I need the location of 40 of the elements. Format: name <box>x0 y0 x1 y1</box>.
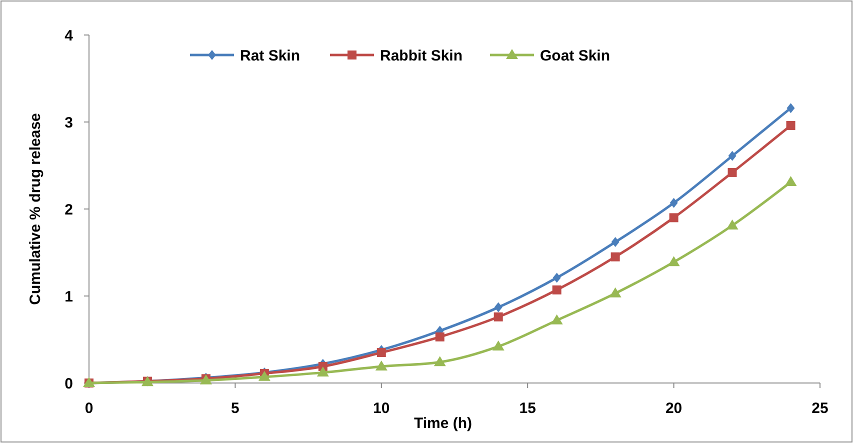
point <box>258 370 270 381</box>
x-tick-label: 25 <box>812 400 828 417</box>
point <box>316 366 329 377</box>
point <box>726 220 738 230</box>
point <box>728 150 736 161</box>
point <box>610 252 620 262</box>
point <box>786 120 796 130</box>
x-tick-label: 10 <box>373 400 390 417</box>
point <box>434 356 446 366</box>
x-tick-label: 0 <box>84 400 94 417</box>
legend-label: Rabbit Skin <box>380 47 463 64</box>
x-tick-label: 15 <box>519 400 536 417</box>
legend-label: Rat Skin <box>240 47 300 64</box>
point <box>609 287 622 298</box>
point <box>376 348 386 358</box>
x-tick-label: 5 <box>231 400 240 417</box>
point <box>552 285 562 294</box>
x-tick-label: 20 <box>665 400 682 417</box>
point <box>728 168 737 177</box>
x-axis-title: Time (h) <box>414 415 472 432</box>
legend-label: Goat Skin <box>540 47 610 64</box>
point <box>435 332 444 342</box>
point <box>669 213 678 222</box>
y-tick-label: 2 <box>64 201 73 218</box>
point <box>552 272 561 283</box>
y-tick-label: 3 <box>64 114 73 132</box>
point <box>375 360 388 370</box>
y-axis-title: Cumulative % drug release <box>27 113 44 305</box>
point <box>550 314 563 324</box>
point <box>668 256 680 266</box>
y-tick-label: 0 <box>64 375 73 392</box>
y-tick-label: 4 <box>64 27 74 44</box>
point <box>494 302 502 312</box>
point <box>494 312 503 322</box>
point <box>786 103 795 114</box>
point <box>784 176 797 186</box>
point <box>492 340 504 350</box>
y-tick-label: 1 <box>64 288 73 306</box>
point <box>670 198 678 208</box>
point <box>611 237 620 248</box>
